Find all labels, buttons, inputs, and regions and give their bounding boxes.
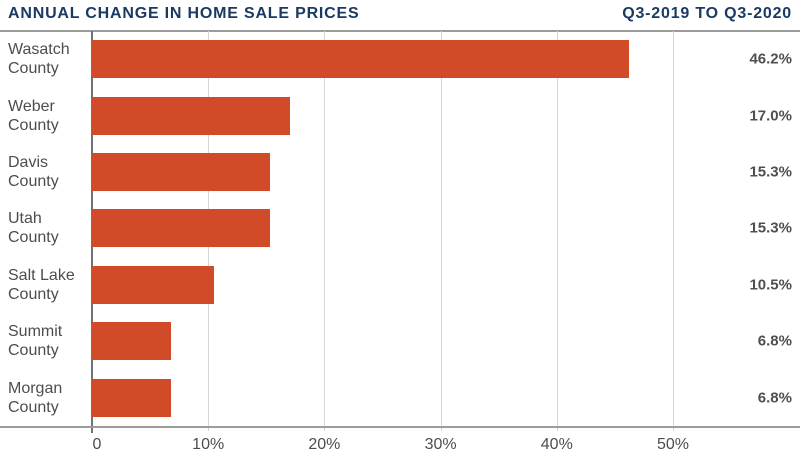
bar-chart: Wasatch County 46.2% Weber County 17.0% … xyxy=(0,31,800,426)
gridline xyxy=(324,31,326,431)
chart-row: Utah County 15.3% xyxy=(0,200,800,256)
bar xyxy=(92,153,270,192)
value-label: 6.8% xyxy=(757,389,792,407)
x-tick-label: 0 xyxy=(92,436,102,453)
x-tick-label: 30% xyxy=(424,436,457,453)
gridline xyxy=(440,31,442,431)
category-label: Davis County xyxy=(8,154,59,191)
chart-row: Weber County 17.0% xyxy=(0,87,800,143)
category-label: Summit County xyxy=(8,323,63,360)
value-label: 15.3% xyxy=(749,163,792,181)
chart-row: Summit County 6.8% xyxy=(0,313,800,369)
value-label: 46.2% xyxy=(749,50,792,68)
value-label: 17.0% xyxy=(749,107,792,125)
value-label: 6.8% xyxy=(757,332,792,350)
category-label: Morgan County xyxy=(8,379,63,416)
bar xyxy=(92,96,290,135)
category-label: Weber County xyxy=(8,97,59,134)
bar xyxy=(92,322,172,361)
chart-title: ANNUAL CHANGE IN HOME SALE PRICES xyxy=(8,5,360,22)
chart-period: Q3-2019 TO Q3-2020 xyxy=(622,5,792,22)
bar xyxy=(92,265,214,304)
x-tick-label: 40% xyxy=(540,436,573,453)
bar xyxy=(92,40,629,79)
gridline xyxy=(673,31,674,431)
category-label: Utah County xyxy=(8,210,59,247)
value-label: 15.3% xyxy=(749,219,792,237)
chart-row: Wasatch County 46.2% xyxy=(0,31,800,87)
category-label: Salt Lake County xyxy=(8,266,75,303)
bar xyxy=(92,209,270,248)
category-label: Wasatch County xyxy=(8,41,70,78)
chart-row: Davis County 15.3% xyxy=(0,144,800,200)
chart-row: Morgan County 6.8% xyxy=(0,370,800,426)
x-tick-label: 10% xyxy=(192,436,225,453)
x-axis-line xyxy=(0,426,800,428)
chart-row: Salt Lake County 10.5% xyxy=(0,257,800,313)
bar xyxy=(92,378,172,417)
top-divider xyxy=(0,30,800,32)
gridline xyxy=(556,31,558,431)
x-tick-label: 20% xyxy=(308,436,341,453)
x-tick-label: 50% xyxy=(656,436,690,453)
value-label: 10.5% xyxy=(749,276,792,294)
